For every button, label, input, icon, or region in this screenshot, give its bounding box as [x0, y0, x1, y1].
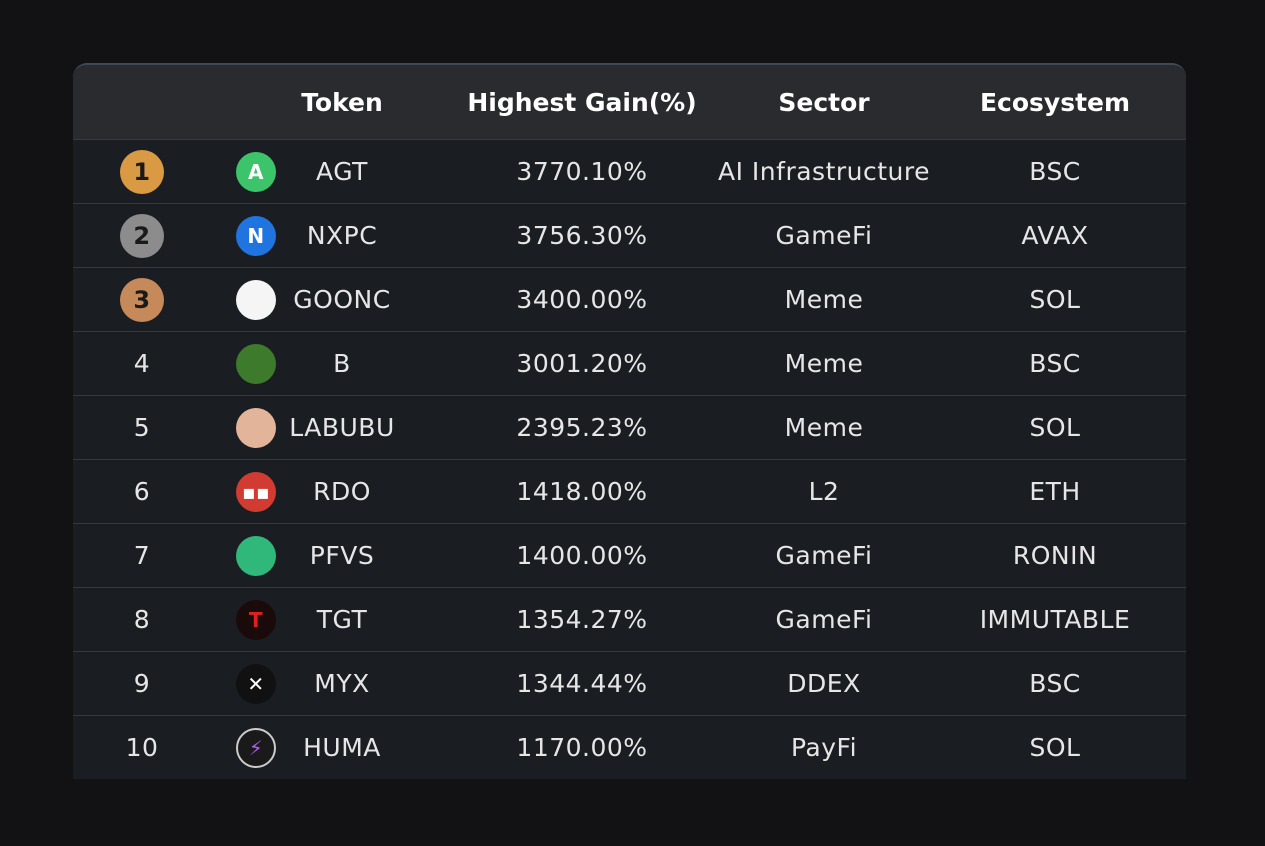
- ecosystem: BSC: [1029, 669, 1081, 698]
- icon-glyph: T: [248, 607, 264, 632]
- highest-gain: 3400.00%: [516, 285, 648, 314]
- token-symbol: LABUBU: [289, 413, 395, 442]
- table-row: 1 A AGT 3770.10% AI Infrastructure BSC: [73, 139, 1186, 203]
- rank-medal: 1: [120, 149, 164, 194]
- ecosystem: IMMUTABLE: [979, 605, 1131, 634]
- goonc-logo-icon: [236, 279, 276, 320]
- sector: GameFi: [775, 221, 873, 250]
- ecosystem: SOL: [1029, 733, 1081, 762]
- huma-logo-icon: ⚡: [236, 727, 276, 768]
- myx-logo-icon: ✕: [236, 663, 276, 704]
- ecosystem: ETH: [1029, 477, 1081, 506]
- table-row: 8 T TGT 1354.27% GameFi IMMUTABLE: [73, 587, 1186, 651]
- rank-medal: 3: [120, 277, 164, 322]
- rank-medal: 2: [120, 213, 164, 258]
- rank-number: 4: [133, 349, 151, 378]
- tgt-logo-icon: T: [236, 599, 276, 640]
- ecosystem: BSC: [1029, 157, 1081, 186]
- header-ecosystem: Ecosystem: [979, 87, 1131, 117]
- table-row: 4 B 3001.20% Meme BSC: [73, 331, 1186, 395]
- sector: GameFi: [775, 541, 873, 570]
- table-row: 2 N NXPC 3756.30% GameFi AVAX: [73, 203, 1186, 267]
- labubu-logo-icon: [236, 407, 276, 448]
- token-symbol: TGT: [316, 605, 368, 634]
- token-symbol: GOONC: [293, 285, 391, 314]
- highest-gain: 3770.10%: [516, 157, 648, 186]
- rank-number: 10: [125, 733, 159, 762]
- rank-number: 5: [133, 413, 151, 442]
- highest-gain: 1418.00%: [516, 477, 648, 506]
- rank-number: 8: [133, 605, 151, 634]
- token-symbol: MYX: [314, 669, 370, 698]
- rdo-logo-icon: ▪▪: [236, 471, 276, 512]
- table-row: 5 LABUBU 2395.23% Meme SOL: [73, 395, 1186, 459]
- token-symbol: PFVS: [309, 541, 375, 570]
- header-gain: Highest Gain(%): [467, 87, 697, 117]
- token-symbol: RDO: [313, 477, 371, 506]
- highest-gain: 1344.44%: [516, 669, 648, 698]
- ecosystem: SOL: [1029, 413, 1081, 442]
- highest-gain: 1400.00%: [516, 541, 648, 570]
- ecosystem: SOL: [1029, 285, 1081, 314]
- icon-glyph: ⚡: [248, 735, 264, 760]
- sector: Meme: [784, 413, 864, 442]
- sector: AI Infrastructure: [718, 157, 930, 186]
- agt-logo-icon: A: [236, 151, 276, 192]
- token-symbol: B: [333, 349, 351, 378]
- table-row: 3 GOONC 3400.00% Meme SOL: [73, 267, 1186, 331]
- ecosystem: AVAX: [1021, 221, 1089, 250]
- b-logo-icon: [236, 343, 276, 384]
- icon-glyph: N: [247, 223, 265, 248]
- header-token: Token: [301, 87, 383, 117]
- highest-gain: 3756.30%: [516, 221, 648, 250]
- icon-glyph: ▪▪: [241, 479, 271, 504]
- ecosystem: RONIN: [1012, 541, 1098, 570]
- table-row: 7 PFVS 1400.00% GameFi RONIN: [73, 523, 1186, 587]
- highest-gain: 3001.20%: [516, 349, 648, 378]
- sector: L2: [808, 477, 840, 506]
- token-symbol: HUMA: [303, 733, 381, 762]
- table-row: 10 ⚡ HUMA 1170.00% PayFi SOL: [73, 715, 1186, 779]
- sector: DDEX: [787, 669, 861, 698]
- highest-gain: 1170.00%: [516, 733, 648, 762]
- nxpc-logo-icon: N: [236, 215, 276, 256]
- rank-number: 9: [133, 669, 151, 698]
- sector: PayFi: [790, 733, 858, 762]
- ecosystem: BSC: [1029, 349, 1081, 378]
- pfvs-logo-icon: [236, 535, 276, 576]
- sector: Meme: [784, 285, 864, 314]
- icon-glyph: ✕: [247, 671, 265, 696]
- table-row: 6 ▪▪ RDO 1418.00% L2 ETH: [73, 459, 1186, 523]
- table-header: Token Highest Gain(%) Sector Ecosystem: [73, 65, 1186, 139]
- rank-number: 6: [133, 477, 151, 506]
- token-symbol: AGT: [316, 157, 368, 186]
- header-sector: Sector: [778, 87, 870, 117]
- sector: GameFi: [775, 605, 873, 634]
- rank-number: 7: [133, 541, 151, 570]
- highest-gain: 2395.23%: [516, 413, 648, 442]
- highest-gain: 1354.27%: [516, 605, 648, 634]
- token-symbol: NXPC: [306, 221, 378, 250]
- token-gain-table: Token Highest Gain(%) Sector Ecosystem 1…: [73, 63, 1186, 779]
- table-row: 9 ✕ MYX 1344.44% DDEX BSC: [73, 651, 1186, 715]
- icon-glyph: A: [248, 159, 264, 184]
- sector: Meme: [784, 349, 864, 378]
